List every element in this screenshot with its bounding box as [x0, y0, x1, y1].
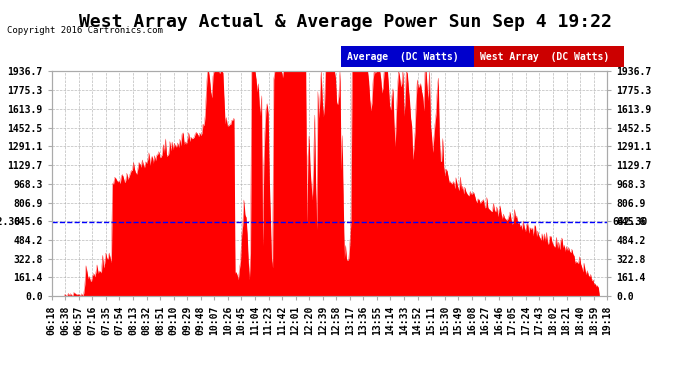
Text: 642.30: 642.30 [613, 217, 648, 226]
Text: West Array  (DC Watts): West Array (DC Watts) [480, 52, 609, 62]
Text: Copyright 2016 Cartronics.com: Copyright 2016 Cartronics.com [7, 26, 163, 35]
Text: West Array Actual & Average Power Sun Sep 4 19:22: West Array Actual & Average Power Sun Se… [79, 13, 611, 31]
Text: Average  (DC Watts): Average (DC Watts) [347, 52, 459, 62]
Text: +642.30: +642.30 [0, 217, 21, 226]
